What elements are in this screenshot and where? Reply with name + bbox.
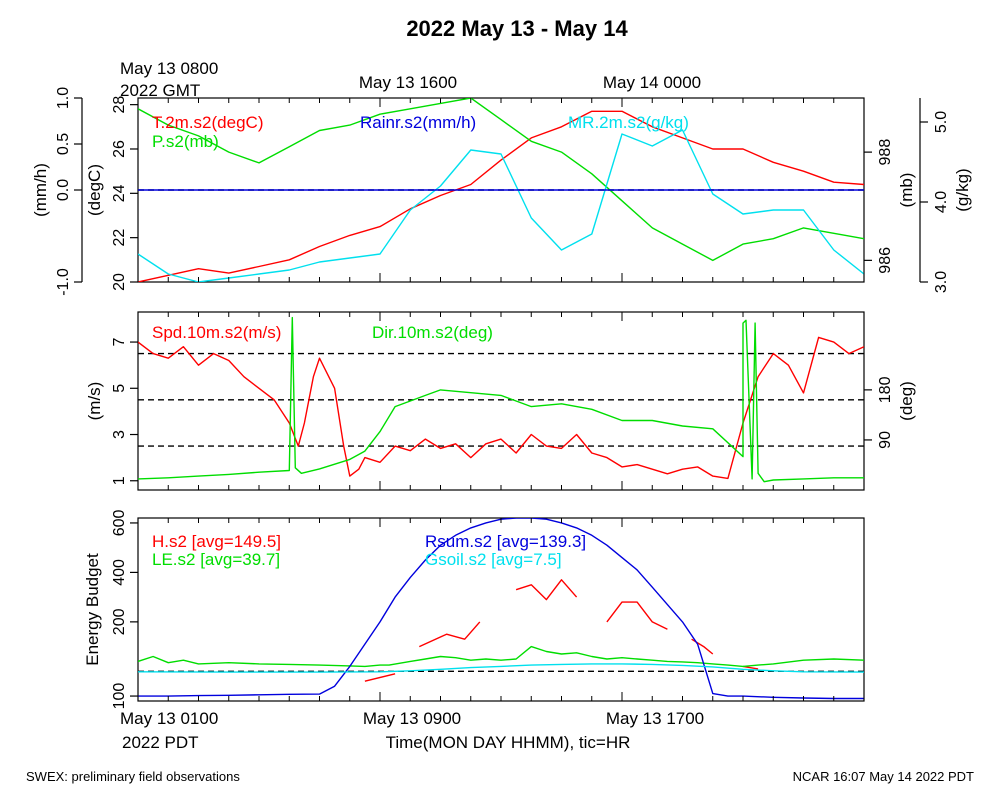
series-line-p-s2-mb [138, 98, 864, 262]
tick-label-pres-0: 986 [877, 247, 894, 274]
axis-label-spd: (m/s) [85, 382, 104, 421]
bottom-time-label-0900: May 13 0900 [363, 709, 461, 728]
tick-label-eb-2: 400 [111, 559, 128, 586]
tick-label-temp-4: 28 [111, 96, 128, 114]
tick-label-spd-3: 7 [111, 338, 128, 347]
reference-lines [138, 189, 864, 673]
top-time-label-0000: May 14 0000 [603, 73, 701, 92]
chart-title: 2022 May 13 - May 14 [406, 16, 628, 41]
axis-label-rain: (mm/h) [31, 163, 50, 217]
axis-label-pres: (mb) [897, 173, 916, 208]
axis-label-dir: (deg) [897, 381, 916, 421]
series-line-t-2m-s2-degc [138, 110, 864, 282]
legend-pressure: P.s2(mb) [152, 132, 219, 151]
series-line-rsum-s2-avg-139-3 [138, 518, 864, 700]
series-line-h-s2-avg-149-5-seg-4 [691, 638, 714, 655]
tick-label-mr-1: 4.0 [933, 191, 950, 213]
tick-label-mr-2: 5.0 [933, 111, 950, 133]
bottom-time-label-start-2: 2022 PDT [122, 733, 199, 752]
top-time-label-1600: May 13 1600 [359, 73, 457, 92]
tick-label-spd-2: 5 [111, 384, 128, 393]
tick-label-eb-0: 100 [111, 683, 128, 710]
series-line-h-s2-avg-149-5-seg-1 [419, 621, 481, 648]
tick-label-dir-1: 180 [877, 376, 894, 403]
legend-net-radiation: Rsum.s2 [avg=139.3] [425, 532, 586, 551]
axis-label-temp: (degC) [85, 164, 104, 216]
legend-wind-speed: Spd.10m.s2(m/s) [152, 323, 281, 342]
tick-label-temp-2: 24 [111, 184, 128, 202]
series-lines [138, 98, 864, 700]
axes: -1.0 0.0 0.5 1.0 (mm/h) 20 22 24 26 28 (degC) 986 98… [31, 87, 972, 710]
x-ticks [137, 98, 865, 701]
legend-temperature: T.2m.s2(degC) [152, 113, 263, 132]
legend-latent-heat: LE.s2 [avg=39.7] [152, 550, 280, 569]
footer-timestamp: NCAR 16:07 May 14 2022 PDT [793, 769, 974, 784]
series-line-h-s2-avg-149-5-seg-2 [515, 579, 578, 601]
series-line-le-s2-avg-39-7 [138, 645, 864, 668]
tick-label-mr-0: 3.0 [933, 271, 950, 293]
series-line-mr-2m-s2-g-kg [138, 129, 864, 282]
footer-source: SWEX: preliminary field observations [26, 769, 240, 784]
axis-label-eb: Energy Budget [83, 553, 102, 666]
legend-rain-rate: Rainr.s2(mm/h) [360, 113, 476, 132]
tick-label-eb-1: 200 [111, 608, 128, 635]
axis-label-mr: (g/kg) [953, 168, 972, 211]
tick-label-temp-3: 26 [111, 140, 128, 158]
series-line-dir-10m-s2-deg [138, 316, 864, 483]
legend-sensible-heat: H.s2 [avg=149.5] [152, 532, 281, 551]
tick-label-rain-0: -1.0 [55, 268, 72, 296]
x-axis-label: Time(MON DAY HHMM), tic=HR [386, 733, 631, 752]
tick-label-pres-1: 988 [877, 139, 894, 166]
top-time-label-start-1: May 13 0800 [120, 59, 218, 78]
legend-soil-heat: Gsoil.s2 [avg=7.5] [425, 550, 562, 569]
bottom-time-label-1700: May 13 1700 [606, 709, 704, 728]
tick-label-temp-0: 20 [111, 273, 128, 291]
tick-label-spd-0: 1 [111, 476, 128, 485]
series-line-h-s2-avg-149-5-seg-0 [364, 673, 396, 682]
series-line-gsoil-s2-avg-7-5 [138, 663, 864, 673]
tick-label-rain-2: 0.5 [55, 133, 72, 155]
series-line-h-s2-avg-149-5-seg-3 [606, 601, 668, 630]
tick-label-rain-1: 0.0 [55, 179, 72, 201]
tick-label-dir-0: 90 [877, 431, 894, 449]
top-time-label-start-2: 2022 GMT [120, 81, 200, 100]
legend-mixing-ratio: MR.2m.s2(g/kg) [568, 113, 689, 132]
tick-label-rain-3: 1.0 [55, 87, 72, 109]
tick-label-temp-1: 22 [111, 229, 128, 247]
tick-label-spd-1: 3 [111, 430, 128, 439]
legend-wind-direction: Dir.10m.s2(deg) [372, 323, 493, 342]
tick-label-eb-3: 600 [111, 510, 128, 537]
series-line-spd-10m-s2-m-s [138, 336, 864, 480]
bottom-time-label-start-1: May 13 0100 [120, 709, 218, 728]
